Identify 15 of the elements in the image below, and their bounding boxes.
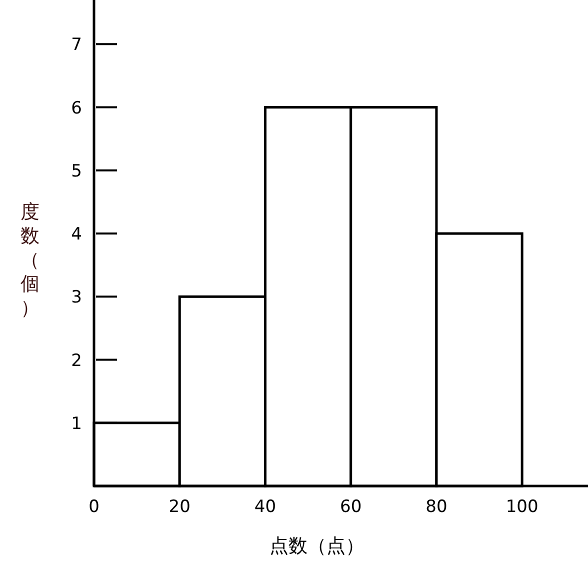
y-tick-label: 7 xyxy=(71,35,82,56)
y-tick-label: 1 xyxy=(71,414,82,434)
x-axis-title: 点数（点） xyxy=(270,535,364,557)
y-tick-label: 4 xyxy=(71,224,82,245)
x-tick-label: 20 xyxy=(168,497,190,517)
y-axis-title: 度数（個） xyxy=(20,201,40,319)
x-tick-label: 0 xyxy=(88,497,100,517)
x-tick-label: 80 xyxy=(426,497,448,517)
x-tick-label: 60 xyxy=(340,497,362,517)
y-tick-label: 2 xyxy=(71,350,82,371)
y-tick-label: 3 xyxy=(71,288,82,308)
y-tick-label: 5 xyxy=(71,161,82,182)
y-tick-label: 6 xyxy=(71,98,82,118)
x-tick-label: 40 xyxy=(254,497,276,517)
x-tick-label: 100 xyxy=(506,497,538,517)
